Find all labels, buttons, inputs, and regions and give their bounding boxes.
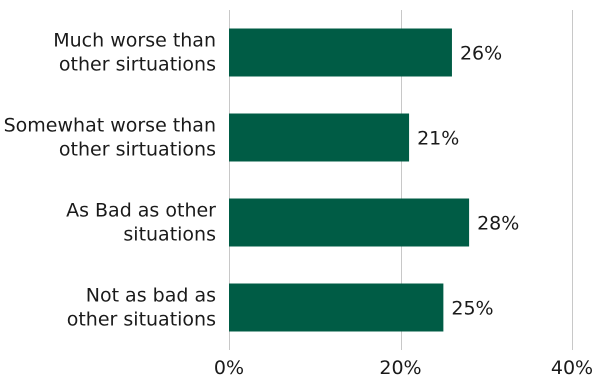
category-label: other sirtuations (59, 54, 216, 76)
data-label: 21% (417, 128, 459, 150)
data-label: 25% (451, 298, 493, 320)
data-label: 28% (477, 213, 519, 235)
x-tick-label: 40% (551, 357, 593, 379)
category-label: As Bad as other (66, 200, 216, 222)
data-label: 26% (460, 43, 502, 65)
category-label: other sirtuations (59, 139, 216, 161)
bar (229, 198, 470, 247)
category-label: situations (123, 224, 216, 246)
category-label: Somewhat worse than (4, 115, 216, 137)
category-label: other situations (67, 309, 216, 331)
category-label: Not as bad as (86, 285, 216, 307)
bar (229, 28, 452, 77)
bar (229, 113, 410, 162)
bars (229, 28, 470, 332)
bar (229, 283, 444, 332)
x-tick-label: 20% (379, 357, 421, 379)
category-label: Much worse than (53, 30, 216, 52)
x-tick-label: 0% (214, 357, 244, 379)
